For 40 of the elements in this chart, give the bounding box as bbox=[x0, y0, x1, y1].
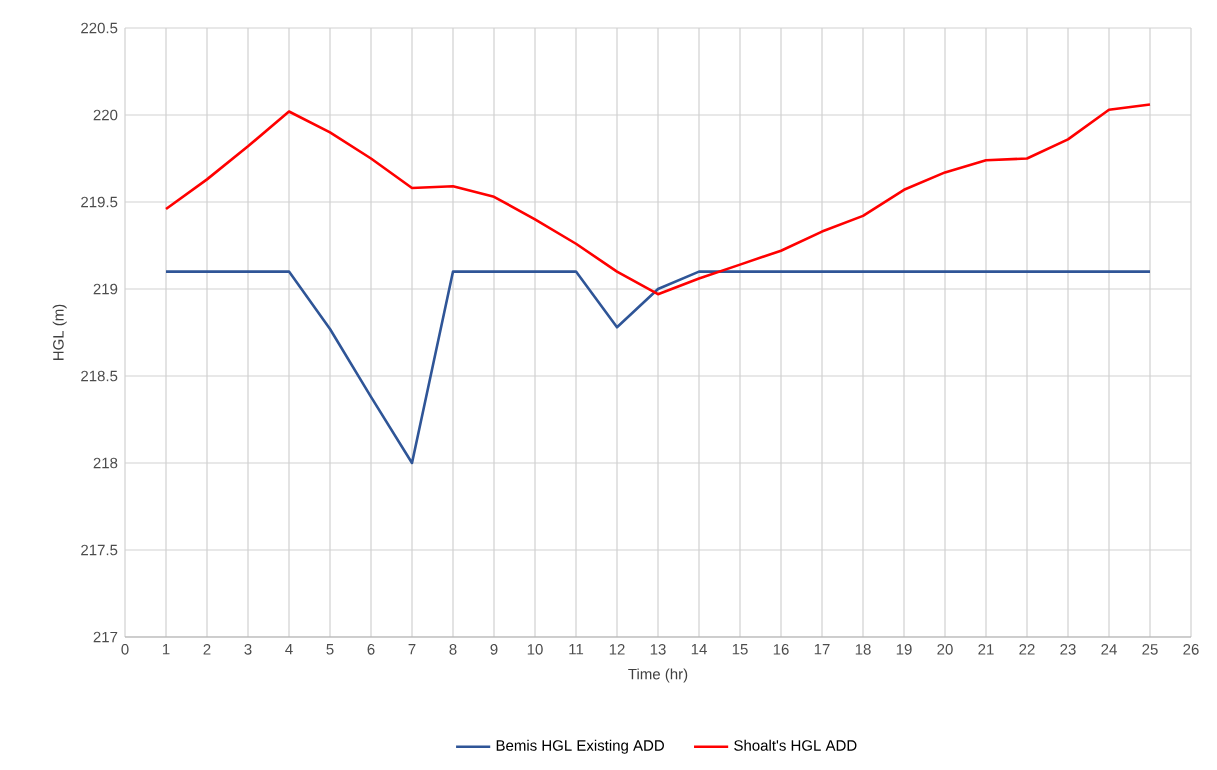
legend-label: Bemis HGL Existing ADD bbox=[496, 739, 664, 754]
x-tick-label: 24 bbox=[1101, 644, 1117, 655]
x-tick-label: 9 bbox=[490, 644, 498, 655]
x-tick-label: 2 bbox=[203, 644, 211, 655]
x-tick-label: 10 bbox=[527, 644, 543, 655]
x-tick-label: 20 bbox=[937, 644, 953, 655]
y-tick-label: 219.5 bbox=[81, 196, 118, 208]
x-tick-label: 6 bbox=[367, 644, 375, 655]
y-tick-label: 217 bbox=[93, 631, 118, 643]
x-tick-label: 21 bbox=[978, 644, 994, 655]
y-tick-label: 220 bbox=[93, 109, 118, 121]
x-tick-label: 16 bbox=[773, 644, 789, 655]
x-tick-label: 17 bbox=[814, 644, 830, 655]
x-tick-label: 8 bbox=[449, 644, 457, 655]
y-tick-label: 219 bbox=[93, 283, 118, 295]
x-tick-label: 22 bbox=[1019, 644, 1035, 655]
x-tick-label: 1 bbox=[162, 644, 170, 655]
x-tick-label: 3 bbox=[244, 644, 252, 655]
x-tick-label: 23 bbox=[1060, 644, 1076, 655]
x-tick-label: 25 bbox=[1142, 644, 1158, 655]
y-tick-label: 220.5 bbox=[81, 22, 118, 34]
x-tick-label: 12 bbox=[609, 644, 625, 655]
line-series bbox=[164, 103, 1152, 296]
x-tick-label: 19 bbox=[896, 644, 912, 655]
x-tick-label: 11 bbox=[569, 644, 584, 655]
x-tick-label: 26 bbox=[1183, 644, 1199, 655]
x-tick-label: 14 bbox=[691, 644, 707, 655]
y-tick-label: 218.5 bbox=[81, 370, 118, 382]
x-tick-label: 18 bbox=[855, 644, 871, 655]
x-tick-label: 5 bbox=[326, 644, 334, 655]
x-tick-label: 7 bbox=[408, 644, 416, 655]
y-tick-label: 217.5 bbox=[81, 544, 118, 556]
y-axis-title: HGL (m) bbox=[52, 304, 67, 361]
x-tick-label: 0 bbox=[121, 644, 129, 655]
legend-label: Shoalt's HGL ADD bbox=[734, 739, 857, 751]
x-axis-title: Time (hr) bbox=[628, 668, 688, 683]
y-tick-label: 218 bbox=[93, 457, 118, 469]
x-tick-label: 15 bbox=[732, 644, 748, 655]
x-tick-label: 4 bbox=[285, 644, 293, 655]
x-tick-label: 13 bbox=[650, 644, 666, 655]
